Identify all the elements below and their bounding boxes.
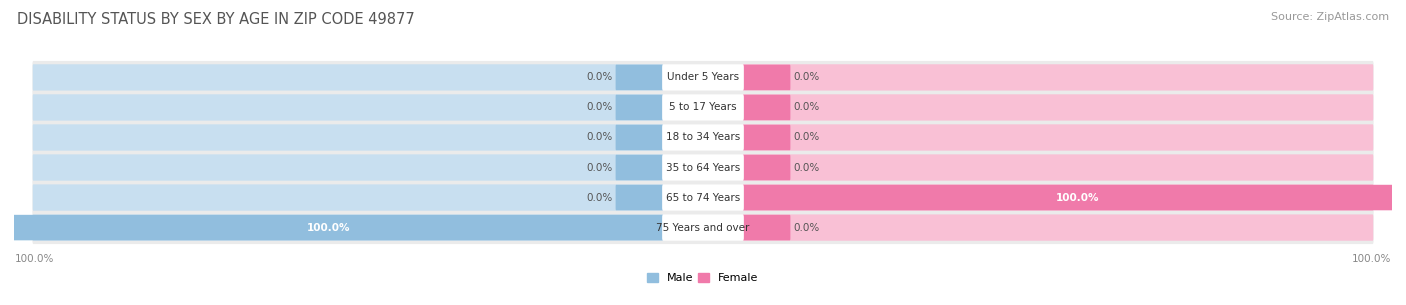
FancyBboxPatch shape [32, 211, 1374, 244]
FancyBboxPatch shape [32, 94, 664, 120]
FancyBboxPatch shape [742, 65, 790, 90]
FancyBboxPatch shape [32, 121, 1374, 154]
FancyBboxPatch shape [616, 95, 664, 120]
FancyBboxPatch shape [616, 185, 664, 210]
Legend: Male, Female: Male, Female [643, 268, 763, 288]
FancyBboxPatch shape [662, 94, 744, 120]
FancyBboxPatch shape [32, 64, 664, 91]
Text: 18 to 34 Years: 18 to 34 Years [666, 132, 740, 142]
FancyBboxPatch shape [742, 185, 1406, 210]
Text: DISABILITY STATUS BY SEX BY AGE IN ZIP CODE 49877: DISABILITY STATUS BY SEX BY AGE IN ZIP C… [17, 12, 415, 27]
FancyBboxPatch shape [0, 215, 664, 240]
Text: 0.0%: 0.0% [793, 102, 820, 113]
FancyBboxPatch shape [742, 94, 1374, 120]
Text: 100.0%: 100.0% [307, 223, 350, 233]
FancyBboxPatch shape [742, 154, 1374, 181]
Text: 0.0%: 0.0% [586, 102, 613, 113]
Text: 5 to 17 Years: 5 to 17 Years [669, 102, 737, 113]
FancyBboxPatch shape [742, 124, 1374, 151]
FancyBboxPatch shape [616, 155, 664, 180]
FancyBboxPatch shape [662, 154, 744, 181]
FancyBboxPatch shape [32, 154, 664, 181]
Text: 0.0%: 0.0% [793, 72, 820, 82]
Text: 100.0%: 100.0% [1056, 192, 1099, 203]
FancyBboxPatch shape [662, 124, 744, 151]
FancyBboxPatch shape [742, 95, 790, 120]
FancyBboxPatch shape [742, 215, 790, 240]
FancyBboxPatch shape [32, 185, 664, 211]
Text: 0.0%: 0.0% [793, 132, 820, 142]
FancyBboxPatch shape [662, 64, 744, 91]
FancyBboxPatch shape [742, 155, 790, 180]
Text: 75 Years and over: 75 Years and over [657, 223, 749, 233]
Text: 0.0%: 0.0% [793, 163, 820, 173]
Text: 35 to 64 Years: 35 to 64 Years [666, 163, 740, 173]
FancyBboxPatch shape [742, 64, 1374, 91]
Text: Under 5 Years: Under 5 Years [666, 72, 740, 82]
Text: 0.0%: 0.0% [586, 192, 613, 203]
Text: 0.0%: 0.0% [586, 163, 613, 173]
Text: 65 to 74 Years: 65 to 74 Years [666, 192, 740, 203]
FancyBboxPatch shape [616, 125, 664, 150]
Text: Source: ZipAtlas.com: Source: ZipAtlas.com [1271, 12, 1389, 22]
Text: 0.0%: 0.0% [793, 223, 820, 233]
FancyBboxPatch shape [662, 185, 744, 211]
FancyBboxPatch shape [32, 124, 664, 151]
FancyBboxPatch shape [32, 181, 1374, 214]
FancyBboxPatch shape [742, 185, 1374, 211]
FancyBboxPatch shape [742, 125, 790, 150]
FancyBboxPatch shape [32, 151, 1374, 184]
FancyBboxPatch shape [742, 214, 1374, 241]
Text: 0.0%: 0.0% [586, 72, 613, 82]
FancyBboxPatch shape [32, 91, 1374, 124]
FancyBboxPatch shape [662, 214, 744, 241]
FancyBboxPatch shape [32, 61, 1374, 94]
FancyBboxPatch shape [616, 65, 664, 90]
Text: 0.0%: 0.0% [586, 132, 613, 142]
FancyBboxPatch shape [32, 214, 664, 241]
